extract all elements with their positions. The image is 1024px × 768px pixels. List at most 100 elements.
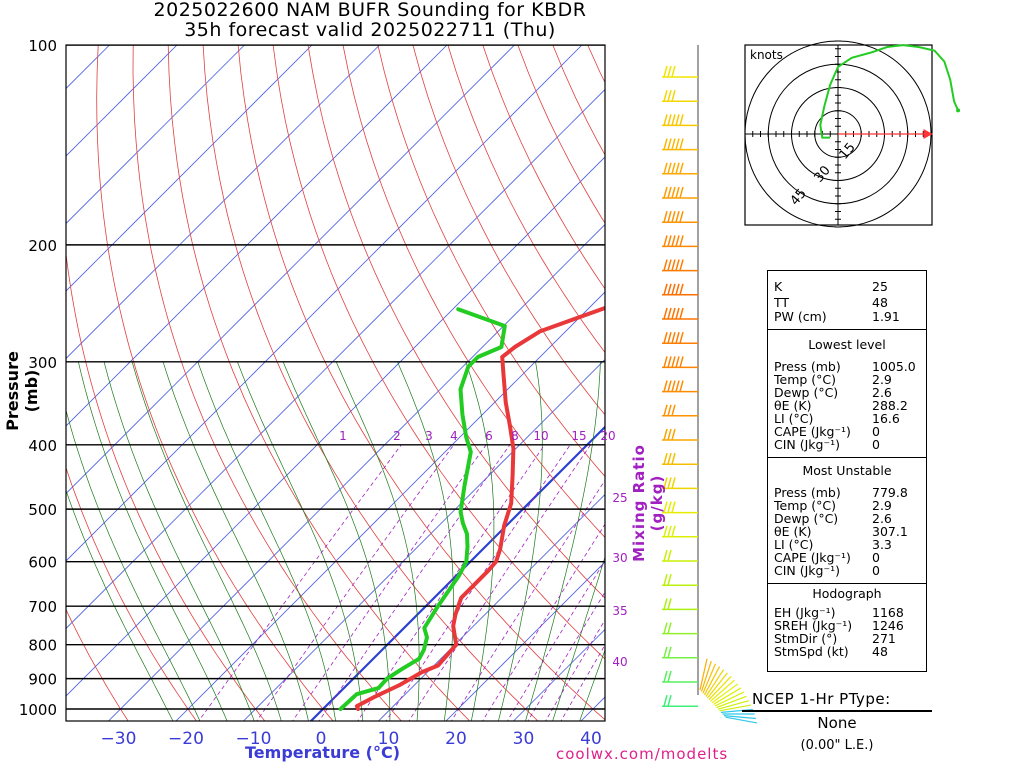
wind-barb [662, 453, 698, 465]
dry-adiabat-line [96, 45, 334, 721]
wind-barb [708, 676, 732, 701]
dry-adiabat-line [202, 45, 539, 721]
wind-barb [662, 428, 698, 441]
y-axis-title: Pressure (mb) [3, 351, 41, 431]
wind-barb [662, 186, 698, 199]
dry-adiabat-line [66, 608, 129, 721]
isotherm-line [66, 88, 605, 630]
temperature-tick-label: −20 [168, 729, 204, 749]
moist-adiabat-line [465, 361, 495, 721]
wind-barb [662, 670, 698, 683]
pressure-tick-label: 900 [28, 671, 57, 689]
wind-barb [662, 622, 698, 635]
hodograph-trace-end [956, 108, 961, 113]
wind-barb [662, 404, 698, 417]
moist-adiabat-line [78, 361, 228, 721]
isotherm-line [445, 561, 605, 721]
isotherm-line [309, 425, 605, 721]
wind-barb [662, 477, 698, 490]
isotherm-line [66, 45, 313, 292]
mixing-ratio-title: Mixing Ratio (g/kg) [630, 444, 666, 562]
wind-barb [716, 695, 747, 709]
wind-barb [700, 660, 712, 692]
mixing-ratio-tick-label: 25 [612, 491, 627, 505]
moist-adiabat-line [162, 361, 309, 721]
temperature-tick-label: 20 [445, 729, 467, 749]
wind-barb [662, 695, 698, 707]
wind-barb [702, 663, 717, 694]
wind-barb [714, 691, 745, 707]
ptype-amount: (0.00" L.E.) [800, 738, 874, 753]
hodograph-stats-title: Hodograph [812, 586, 882, 601]
isotherm-line [66, 45, 448, 427]
storm-motion-arrowhead [923, 129, 933, 139]
mixing-ratio-tick-label: 35 [612, 604, 627, 618]
wind-barb [662, 501, 698, 514]
wind-barb [662, 380, 698, 393]
pressure-tick-label: 500 [28, 501, 57, 519]
temperature-tick-label: 40 [580, 729, 602, 749]
mixing-ratio-tick-label: 4 [450, 429, 458, 443]
mixing-ratio-line [292, 444, 487, 721]
dry-adiabat-line [447, 45, 605, 354]
ptype-divider [742, 710, 932, 712]
pressure-tick-label: 1000 [19, 701, 57, 719]
wind-barb [662, 162, 698, 175]
mixing-ratio-tick-label: 1 [339, 429, 347, 443]
moist-adiabat-line [498, 361, 543, 721]
temperature-tick-label: 10 [378, 729, 400, 749]
dry-adiabat-line [412, 45, 605, 416]
isotherm-line [66, 156, 605, 697]
moist-adiabat-line [131, 361, 282, 721]
wind-barb [662, 211, 698, 223]
wind-barb [662, 332, 698, 344]
chart-title-line2: 35h forecast valid 2025022711 (Thu) [184, 19, 556, 41]
pressure-tick-label: 800 [28, 637, 57, 655]
wind-barb [662, 307, 698, 320]
isotherm-line [175, 291, 605, 721]
hodograph-units-label: knots [750, 48, 783, 62]
wind-barb [662, 65, 698, 78]
wind-barb [662, 90, 698, 102]
wind-barb [705, 669, 725, 697]
moist-adiabat-line [197, 361, 336, 721]
wind-barb [703, 666, 721, 696]
moist-adiabat-line [103, 361, 255, 721]
wind-barb [717, 700, 750, 710]
isotherm-line [66, 45, 583, 562]
isotherm-line [107, 223, 605, 721]
mixing-ratio-tick-label: 20 [600, 429, 615, 443]
wind-barb [662, 598, 698, 611]
mixing-ratio-line [482, 523, 605, 721]
mixing-ratio-line [527, 591, 605, 721]
isotherm-line [66, 45, 516, 495]
pressure-tick-label: 300 [28, 354, 57, 372]
wind-barb [713, 687, 742, 705]
isotherm-line [66, 45, 178, 157]
dry-adiabat-line [66, 250, 266, 721]
isotherm-line [242, 358, 605, 721]
mixing-ratio-line [506, 560, 605, 721]
dry-adiabat-line [237, 45, 605, 721]
pressure-tick-label: 600 [28, 554, 57, 572]
pressure-tick-label: 100 [28, 37, 57, 55]
hodograph-trace [819, 44, 960, 139]
wind-barb [723, 715, 756, 720]
isotherm-line [66, 45, 246, 225]
isotherm-line [377, 493, 605, 721]
temperature-tick-label: −10 [236, 729, 272, 749]
wind-barb [711, 683, 739, 704]
wind-barb [662, 138, 698, 151]
dry-adiabat-line [272, 45, 605, 660]
moist-adiabat-line [397, 361, 454, 721]
wind-barb [662, 549, 698, 562]
mixing-ratio-tick-label: 40 [612, 655, 627, 669]
moist-adiabat-line [552, 555, 605, 721]
indices-panel: K 25 TT 48 PW (cm) 1.91 Lowest level Press … [767, 270, 927, 672]
mixing-ratio-tick-label: 15 [571, 429, 586, 443]
wind-barb [662, 283, 698, 296]
moist-adiabat-line [66, 409, 201, 721]
moist-adiabat-line [579, 649, 605, 721]
mixing-ratio-tick-label: 2 [393, 429, 401, 443]
mixing-ratio-line [256, 444, 455, 721]
